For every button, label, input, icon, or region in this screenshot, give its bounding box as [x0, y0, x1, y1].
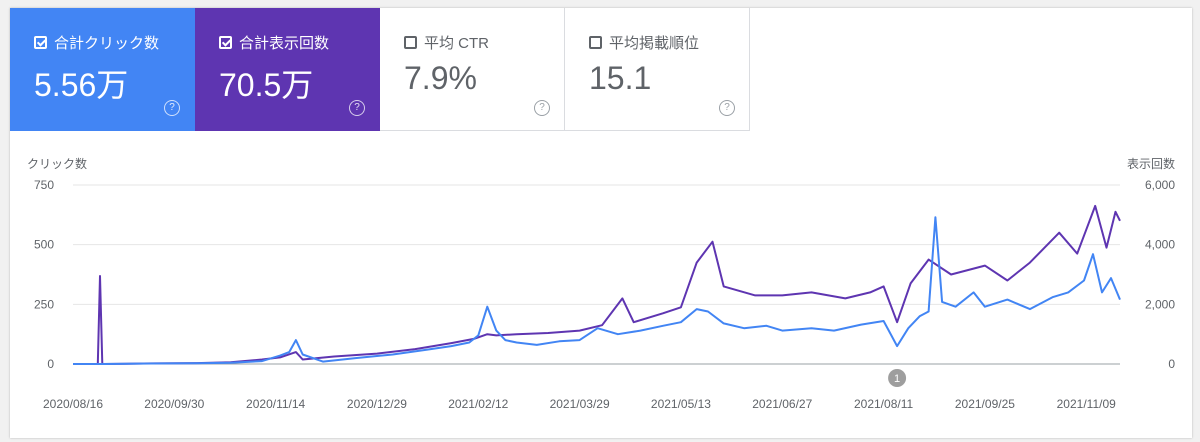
x-axis-tick-label: 2021/11/09 [1057, 397, 1116, 411]
metric-header: 合計クリック数 [34, 32, 159, 53]
performance-panel: 合計クリック数 5.56万 ? 合計表示回数 70.5万 ? 平均 CTR 7.… [10, 8, 1192, 438]
metric-label: 合計クリック数 [54, 35, 160, 52]
right-axis-tick-label: 4,000 [1145, 238, 1175, 252]
right-axis-label: 表示回数 [1127, 156, 1175, 171]
help-icon[interactable]: ? [534, 100, 550, 116]
help-icon[interactable]: ? [719, 100, 735, 116]
chart-gridlines [73, 184, 1120, 365]
x-axis-tick-label: 2021/02/12 [448, 397, 508, 411]
x-axis-tick-label: 2021/03/29 [550, 397, 610, 411]
metric-value: 15.1 [589, 60, 652, 96]
metric-header: 合計表示回数 [219, 32, 329, 53]
checkbox-unchecked-icon[interactable] [404, 36, 417, 49]
left-axis-tick-label: 0 [47, 357, 54, 371]
metric-header: 平均掲載順位 [589, 32, 699, 53]
metric-value: 5.56万 [34, 67, 129, 103]
right-axis-tick-label: 0 [1168, 357, 1175, 371]
chart-series-lines [73, 204, 1121, 365]
metric-header: 平均 CTR [404, 32, 489, 53]
left-axis-label: クリック数 [27, 156, 87, 171]
x-axis-tick-label: 2021/06/27 [752, 397, 812, 411]
checkbox-checked-icon[interactable] [219, 36, 232, 49]
help-icon[interactable]: ? [164, 100, 180, 116]
metric-label: 合計表示回数 [239, 35, 330, 52]
left-axis-tick-label: 500 [34, 238, 54, 252]
right-axis-tick-label: 2,000 [1145, 297, 1175, 311]
help-icon[interactable]: ? [349, 100, 365, 116]
metric-label: 平均掲載順位 [609, 35, 700, 52]
checkbox-unchecked-icon[interactable] [589, 36, 602, 49]
x-axis-tick-label: 2021/05/13 [651, 397, 711, 411]
x-axis-tick-label: 2020/09/30 [144, 397, 204, 411]
x-axis-tick-label: 2020/12/29 [347, 397, 407, 411]
series-line-impressions [73, 204, 1121, 365]
x-axis-tick-label: 2020/08/16 [43, 397, 103, 411]
x-axis-tick-label: 2020/11/14 [246, 397, 305, 411]
checkbox-checked-icon[interactable] [34, 36, 47, 49]
metric-label: 平均 CTR [424, 35, 489, 52]
annotation-number: 1 [894, 373, 900, 385]
left-axis-tick-label: 250 [34, 297, 54, 311]
metric-card-total-impressions[interactable]: 合計表示回数 70.5万 ? [195, 8, 380, 131]
metric-card-average-ctr[interactable]: 平均 CTR 7.9% ? [380, 8, 565, 131]
metric-value: 7.9% [404, 60, 477, 96]
metric-value: 70.5万 [219, 67, 314, 103]
x-axis-tick-label: 2021/09/25 [955, 397, 1015, 411]
metric-cards: 合計クリック数 5.56万 ? 合計表示回数 70.5万 ? 平均 CTR 7.… [10, 8, 750, 131]
left-axis-tick-label: 750 [34, 178, 54, 192]
metric-card-total-clicks[interactable]: 合計クリック数 5.56万 ? [10, 8, 195, 131]
performance-line-chart: 0 250 500 750 0 2,000 4,000 6,000 2020/08/16 2020… [27, 156, 1175, 411]
right-axis-tick-label: 6,000 [1145, 178, 1175, 192]
annotation-marker [888, 369, 907, 387]
chart-axes: 0 250 500 750 0 2,000 4,000 6,000 2020/08/16 2020… [34, 178, 1175, 411]
x-axis-tick-label: 2021/08/11 [854, 397, 913, 411]
series-line-clicks [73, 216, 1121, 365]
chart-annotation[interactable]: 1 [888, 369, 907, 387]
metric-card-average-position[interactable]: 平均掲載順位 15.1 ? [565, 8, 750, 131]
